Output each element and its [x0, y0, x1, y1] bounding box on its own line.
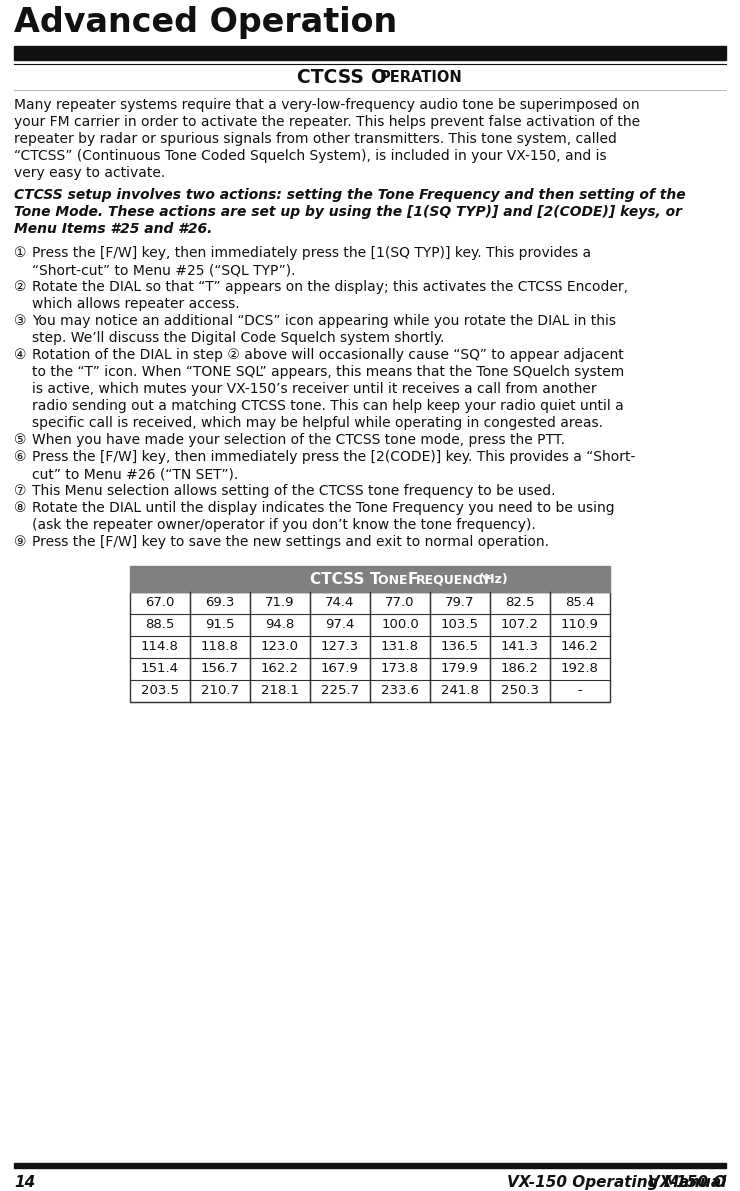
Text: “CTCSS” (Continuous Tone Coded Squelch System), is included in your VX-150, and : “CTCSS” (Continuous Tone Coded Squelch S…: [14, 149, 607, 163]
Text: Rotate the DIAL so that “T” appears on the display; this activates the CTCSS Enc: Rotate the DIAL so that “T” appears on t…: [32, 280, 628, 294]
Text: 156.7: 156.7: [201, 662, 239, 675]
Text: 250.3: 250.3: [501, 685, 539, 698]
Bar: [14, 46, 726, 60]
Text: 69.3: 69.3: [205, 597, 235, 610]
Text: VX-150 Operating Manual: VX-150 Operating Manual: [507, 1176, 726, 1190]
Text: 218.1: 218.1: [261, 685, 299, 698]
Text: 179.9: 179.9: [441, 662, 479, 675]
Text: 85.4: 85.4: [565, 597, 595, 610]
Text: 14: 14: [14, 1176, 36, 1190]
Text: 186.2: 186.2: [501, 662, 539, 675]
Text: When you have made your selection of the CTCSS tone mode, press the PTT.: When you have made your selection of the…: [32, 434, 565, 447]
Text: ①: ①: [14, 247, 27, 260]
Text: 203.5: 203.5: [141, 685, 179, 698]
Text: -: -: [578, 685, 582, 698]
Text: your FM carrier in order to activate the repeater. This helps prevent false acti: your FM carrier in order to activate the…: [14, 116, 640, 129]
Text: is active, which mutes your VX-150’s receiver until it receives a call from anot: is active, which mutes your VX-150’s rec…: [32, 382, 596, 395]
Text: 192.8: 192.8: [561, 662, 599, 675]
Text: which allows repeater access.: which allows repeater access.: [32, 297, 240, 311]
Text: 141.3: 141.3: [501, 641, 539, 654]
Text: 88.5: 88.5: [145, 618, 175, 631]
Text: ②: ②: [14, 280, 27, 294]
Text: (ask the repeater owner/operator if you don’t know the tone frequency).: (ask the repeater owner/operator if you …: [32, 518, 536, 532]
Text: 173.8: 173.8: [381, 662, 419, 675]
Text: ⑤: ⑤: [14, 434, 27, 447]
Text: O: O: [370, 68, 386, 87]
Text: ⑦: ⑦: [14, 484, 27, 498]
Text: CTCSS: CTCSS: [310, 572, 370, 586]
Text: (Hz): (Hz): [474, 574, 508, 586]
Text: 71.9: 71.9: [265, 597, 295, 610]
Text: ONE: ONE: [378, 574, 412, 586]
Text: 67.0: 67.0: [145, 597, 175, 610]
Text: REQUENCY: REQUENCY: [416, 574, 492, 586]
Text: Many repeater systems require that a very-low-frequency audio tone be superimpos: Many repeater systems require that a ver…: [14, 98, 639, 112]
Text: 100.0: 100.0: [381, 618, 419, 631]
Text: ⑥: ⑥: [14, 450, 27, 464]
Text: very easy to activate.: very easy to activate.: [14, 166, 165, 180]
Text: 107.2: 107.2: [501, 618, 539, 631]
Text: 97.4: 97.4: [326, 618, 354, 631]
Text: This Menu selection allows setting of the CTCSS tone frequency to be used.: This Menu selection allows setting of th…: [32, 484, 556, 498]
Text: CTCSS setup involves two actions: setting the Tone Frequency and then setting of: CTCSS setup involves two actions: settin…: [14, 188, 686, 202]
Text: Press the [F/W] key, then immediately press the [2(CODE)] key. This provides a “: Press the [F/W] key, then immediately pr…: [32, 450, 636, 464]
Text: 103.5: 103.5: [441, 618, 479, 631]
Text: 114.8: 114.8: [141, 641, 179, 654]
Text: You may notice an additional “DCS” icon appearing while you rotate the DIAL in t: You may notice an additional “DCS” icon …: [32, 314, 616, 328]
Text: 74.4: 74.4: [326, 597, 354, 610]
Text: Press the [F/W] key, then immediately press the [1(SQ TYP)] key. This provides a: Press the [F/W] key, then immediately pr…: [32, 247, 591, 260]
Text: Advanced Operation: Advanced Operation: [14, 6, 397, 39]
Text: 110.9: 110.9: [561, 618, 599, 631]
Text: 210.7: 210.7: [201, 685, 239, 698]
Text: ⑧: ⑧: [14, 501, 27, 515]
Text: Rotate the DIAL until the display indicates the Tone Frequency you need to be us: Rotate the DIAL until the display indica…: [32, 501, 615, 515]
Bar: [130, 566, 610, 592]
Text: step. We’ll discuss the Digital Code Squelch system shortly.: step. We’ll discuss the Digital Code Squ…: [32, 331, 445, 345]
Text: 151.4: 151.4: [141, 662, 179, 675]
Text: 127.3: 127.3: [321, 641, 359, 654]
Text: F: F: [408, 572, 418, 586]
Bar: [130, 592, 610, 701]
Text: ④: ④: [14, 348, 27, 362]
Text: Tone Mode. These actions are set up by using the [1(SQ TYP)] and [2(CODE)] keys,: Tone Mode. These actions are set up by u…: [14, 205, 682, 219]
Bar: [14, 1162, 726, 1168]
Text: 82.5: 82.5: [505, 597, 535, 610]
Text: VX-150 O: VX-150 O: [648, 1176, 726, 1190]
Text: 162.2: 162.2: [261, 662, 299, 675]
Text: repeater by radar or spurious signals from other transmitters. This tone system,: repeater by radar or spurious signals fr…: [14, 132, 617, 146]
Text: 118.8: 118.8: [201, 641, 239, 654]
Text: T: T: [370, 572, 380, 586]
Text: “Short-cut” to Menu #25 (“SQL TYP”).: “Short-cut” to Menu #25 (“SQL TYP”).: [32, 263, 295, 278]
Text: 131.8: 131.8: [381, 641, 419, 654]
Text: 241.8: 241.8: [441, 685, 479, 698]
Text: 167.9: 167.9: [321, 662, 359, 675]
Text: CTCSS: CTCSS: [297, 68, 370, 87]
Text: 94.8: 94.8: [266, 618, 295, 631]
Text: cut” to Menu #26 (“TN SET”).: cut” to Menu #26 (“TN SET”).: [32, 467, 238, 481]
Text: Menu Items #25 and #26.: Menu Items #25 and #26.: [14, 222, 212, 236]
Text: radio sending out a matching CTCSS tone. This can help keep your radio quiet unt: radio sending out a matching CTCSS tone.…: [32, 399, 624, 413]
Text: PERATION: PERATION: [380, 70, 462, 85]
Text: Rotation of the DIAL in step ② above will occasionally cause “SQ” to appear adja: Rotation of the DIAL in step ② above wil…: [32, 348, 624, 362]
Text: to the “T” icon. When “TONE SQL” appears, this means that the Tone SQuelch syste: to the “T” icon. When “TONE SQL” appears…: [32, 364, 625, 379]
Text: 123.0: 123.0: [261, 641, 299, 654]
Text: ⑨: ⑨: [14, 535, 27, 549]
Text: 79.7: 79.7: [445, 597, 475, 610]
Text: 136.5: 136.5: [441, 641, 479, 654]
Text: 146.2: 146.2: [561, 641, 599, 654]
Text: specific call is received, which may be helpful while operating in congested are: specific call is received, which may be …: [32, 416, 603, 430]
Text: Press the [F/W] key to save the new settings and exit to normal operation.: Press the [F/W] key to save the new sett…: [32, 535, 549, 549]
Text: 91.5: 91.5: [205, 618, 235, 631]
Text: ③: ③: [14, 314, 27, 328]
Text: 77.0: 77.0: [386, 597, 414, 610]
Text: 233.6: 233.6: [381, 685, 419, 698]
Text: 225.7: 225.7: [321, 685, 359, 698]
